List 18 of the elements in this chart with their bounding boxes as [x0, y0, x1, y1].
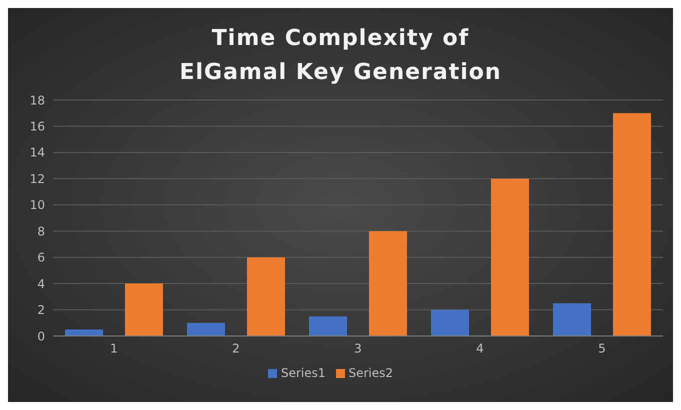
x-tick-label: 3: [354, 342, 362, 356]
y-tick-label: 16: [30, 119, 45, 134]
x-tick-label: 1: [110, 342, 118, 356]
y-tick-label: 2: [37, 303, 45, 318]
y-tick-label: 18: [30, 93, 45, 108]
y-tick-label: 10: [30, 198, 45, 212]
x-tick-label: 5: [598, 342, 606, 356]
chart-title: Time Complexity of ElGamal Key Generation: [178, 25, 503, 87]
y-tick-label: 12: [30, 172, 45, 186]
y-tick-label: 4: [37, 276, 45, 291]
y-tick-label: 8: [37, 224, 45, 238]
y-tick-label: 14: [30, 146, 45, 160]
x-tick-label: 2: [232, 342, 240, 356]
y-tick-label: 6: [37, 250, 45, 265]
legend-label: Series1: [280, 366, 326, 380]
legend-label: Series2: [348, 366, 394, 380]
x-tick-label: 4: [476, 342, 484, 356]
y-tick-label: 0: [37, 329, 45, 344]
